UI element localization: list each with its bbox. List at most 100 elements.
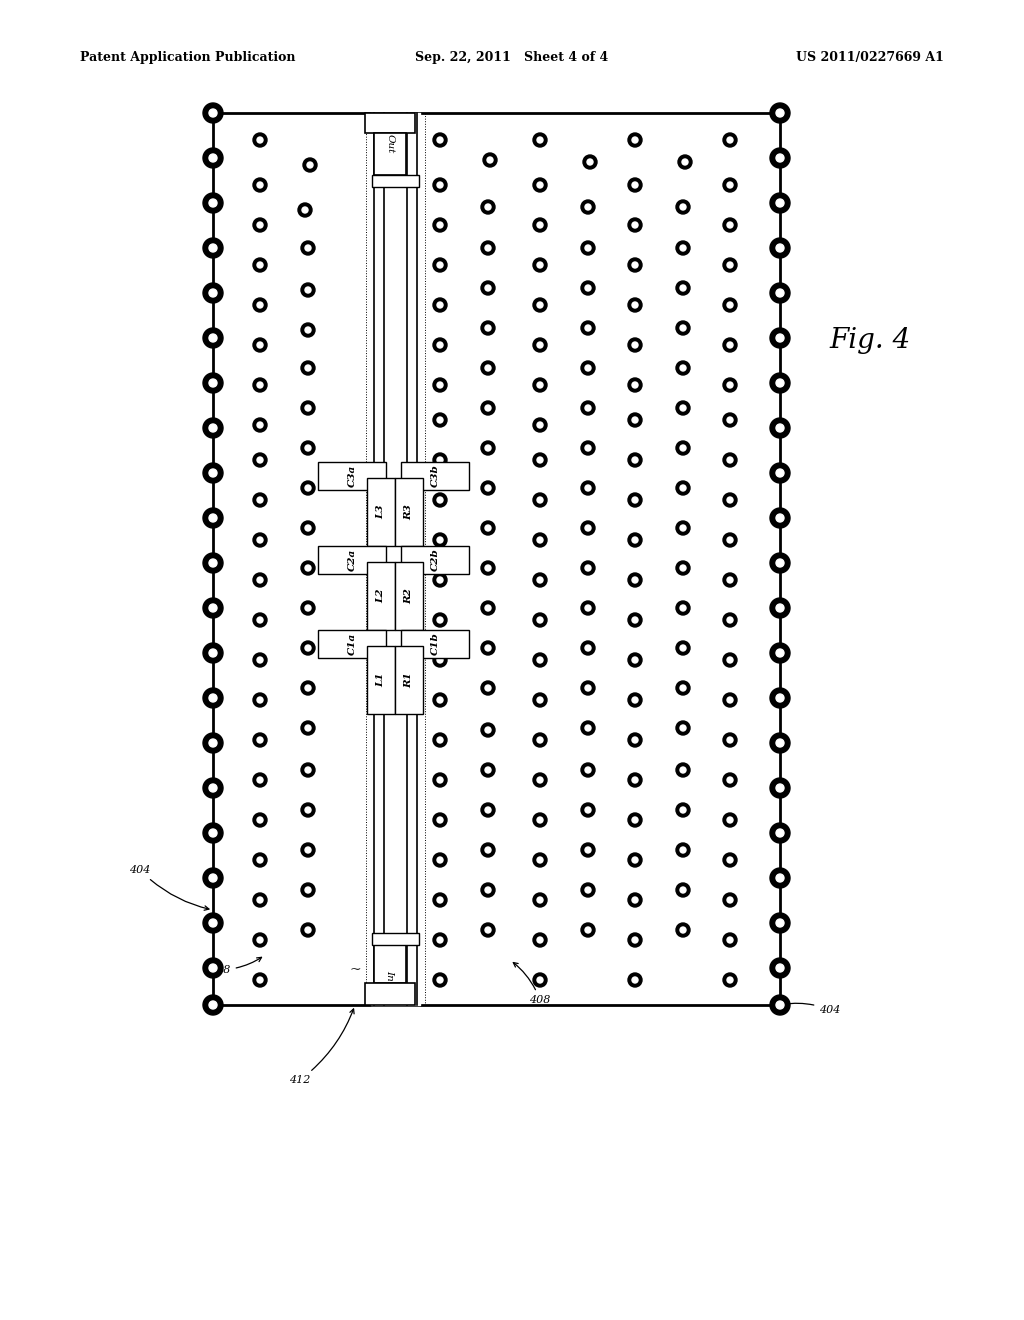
Circle shape: [485, 484, 490, 491]
Bar: [367, 645, 395, 714]
Circle shape: [481, 561, 495, 576]
Circle shape: [581, 521, 595, 535]
Circle shape: [581, 480, 595, 495]
Text: C1b: C1b: [430, 632, 439, 655]
Circle shape: [628, 774, 642, 787]
Bar: [372, 933, 419, 945]
Circle shape: [485, 565, 490, 572]
Circle shape: [485, 205, 490, 210]
Text: 404: 404: [129, 865, 209, 911]
Circle shape: [727, 457, 733, 463]
Circle shape: [433, 813, 447, 828]
Circle shape: [628, 612, 642, 627]
Circle shape: [433, 413, 447, 426]
Circle shape: [203, 282, 223, 304]
Circle shape: [209, 289, 217, 297]
Circle shape: [723, 612, 737, 627]
Circle shape: [776, 829, 784, 837]
Circle shape: [676, 601, 690, 615]
Circle shape: [628, 492, 642, 507]
Circle shape: [305, 286, 311, 293]
Circle shape: [727, 537, 733, 543]
Circle shape: [632, 937, 638, 942]
Circle shape: [481, 843, 495, 857]
Bar: [318, 462, 386, 490]
Circle shape: [776, 739, 784, 747]
Circle shape: [433, 453, 447, 467]
Circle shape: [676, 803, 690, 817]
Circle shape: [298, 203, 312, 216]
Circle shape: [723, 178, 737, 191]
Circle shape: [676, 561, 690, 576]
Circle shape: [209, 334, 217, 342]
Circle shape: [305, 807, 311, 813]
Circle shape: [437, 697, 443, 704]
Circle shape: [581, 843, 595, 857]
Circle shape: [770, 238, 790, 257]
Text: Out: Out: [385, 135, 394, 153]
Text: R2: R2: [404, 589, 414, 605]
Circle shape: [776, 649, 784, 657]
Circle shape: [581, 201, 595, 214]
Circle shape: [253, 533, 267, 546]
Circle shape: [680, 927, 686, 933]
Text: C3a: C3a: [347, 465, 356, 487]
Bar: [318, 630, 386, 657]
Circle shape: [581, 601, 595, 615]
Circle shape: [537, 302, 543, 308]
Circle shape: [770, 733, 790, 752]
Text: 404: 404: [784, 1002, 841, 1015]
Circle shape: [433, 257, 447, 272]
Circle shape: [305, 525, 311, 531]
Circle shape: [534, 218, 547, 232]
Circle shape: [770, 643, 790, 663]
Circle shape: [209, 1001, 217, 1008]
Circle shape: [628, 813, 642, 828]
Circle shape: [676, 401, 690, 414]
Circle shape: [680, 605, 686, 611]
Circle shape: [534, 453, 547, 467]
Circle shape: [534, 378, 547, 392]
Circle shape: [305, 366, 311, 371]
Circle shape: [253, 813, 267, 828]
Circle shape: [253, 612, 267, 627]
Circle shape: [727, 777, 733, 783]
Circle shape: [581, 642, 595, 655]
Circle shape: [301, 242, 315, 255]
Circle shape: [676, 843, 690, 857]
Circle shape: [209, 874, 217, 882]
Circle shape: [628, 853, 642, 867]
Circle shape: [485, 645, 490, 651]
Circle shape: [723, 492, 737, 507]
Circle shape: [628, 178, 642, 191]
Circle shape: [485, 767, 490, 774]
Circle shape: [257, 817, 263, 822]
Circle shape: [534, 933, 547, 946]
Text: ~: ~: [349, 964, 360, 977]
Circle shape: [680, 645, 686, 651]
Circle shape: [537, 498, 543, 503]
Text: In: In: [385, 970, 394, 981]
Circle shape: [433, 894, 447, 907]
Circle shape: [676, 923, 690, 937]
Circle shape: [680, 525, 686, 531]
Circle shape: [776, 424, 784, 432]
Circle shape: [628, 378, 642, 392]
Circle shape: [632, 697, 638, 704]
Circle shape: [437, 342, 443, 348]
Circle shape: [770, 553, 790, 573]
Circle shape: [680, 767, 686, 774]
Circle shape: [305, 847, 311, 853]
Circle shape: [302, 207, 308, 213]
Circle shape: [581, 561, 595, 576]
Circle shape: [209, 199, 217, 207]
Circle shape: [209, 513, 217, 521]
Circle shape: [680, 484, 686, 491]
Circle shape: [433, 973, 447, 987]
Circle shape: [257, 657, 263, 663]
Bar: [401, 546, 469, 574]
Circle shape: [534, 774, 547, 787]
Circle shape: [727, 937, 733, 942]
Circle shape: [776, 1001, 784, 1008]
Circle shape: [301, 883, 315, 898]
